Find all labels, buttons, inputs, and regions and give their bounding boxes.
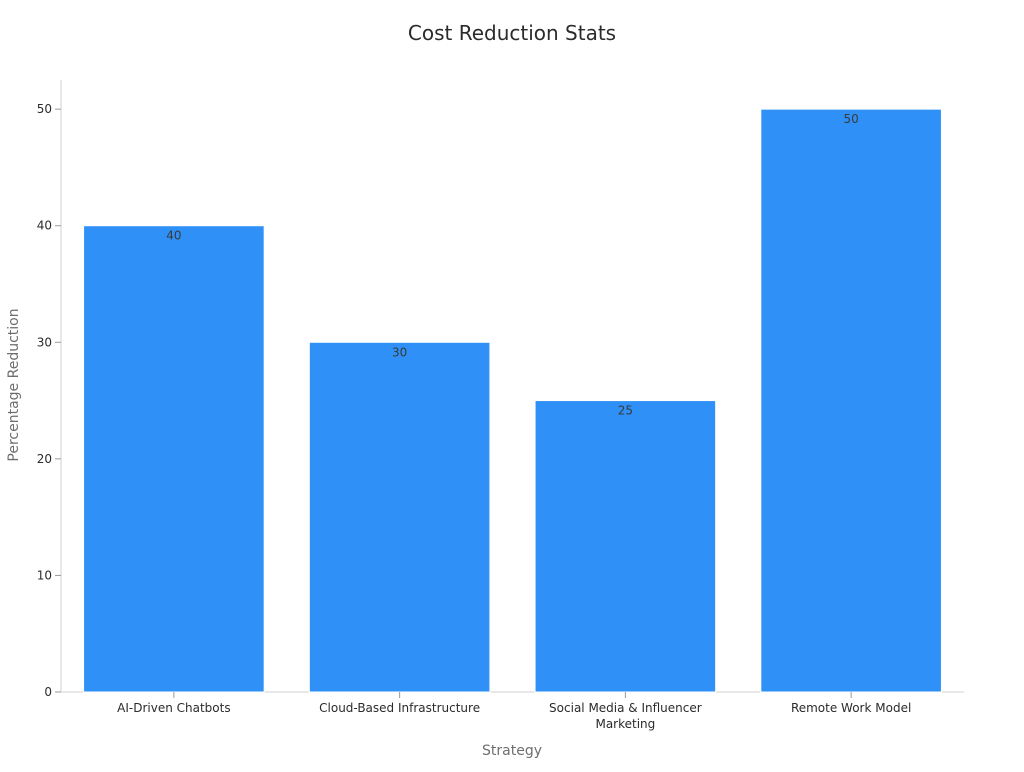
bar-value-label: 25: [618, 404, 633, 418]
bar-value-label: 30: [392, 345, 407, 359]
x-tick-label: AI-Driven Chatbots: [117, 701, 230, 715]
bar: [83, 225, 265, 693]
y-tick-label: 50: [37, 102, 52, 116]
chart-title: Cost Reduction Stats: [408, 21, 616, 45]
y-tick-label: 40: [37, 219, 52, 233]
bar-value-label: 40: [166, 229, 181, 243]
x-tick-label: Social Media & Influencer Marketing: [549, 701, 702, 731]
bar: [760, 108, 942, 693]
bar: [308, 341, 491, 693]
y-tick-label: 10: [37, 568, 52, 582]
x-axis-label: Strategy: [482, 743, 542, 759]
y-tick-label: 30: [37, 335, 52, 349]
bar-value-label: 50: [843, 112, 858, 126]
plot-area: 0 10 20 30 40 50 40 AI-Driven Chatbots 30 Cloud-B…: [37, 80, 964, 731]
y-tick-label: 0: [44, 685, 52, 699]
y-tick-label: 20: [37, 452, 52, 466]
bar: [534, 400, 717, 693]
x-tick-label: Cloud-Based Infrastructure: [319, 701, 480, 715]
x-tick-label: Remote Work Model: [791, 701, 911, 715]
y-axis-label: Percentage Reduction: [6, 308, 22, 461]
